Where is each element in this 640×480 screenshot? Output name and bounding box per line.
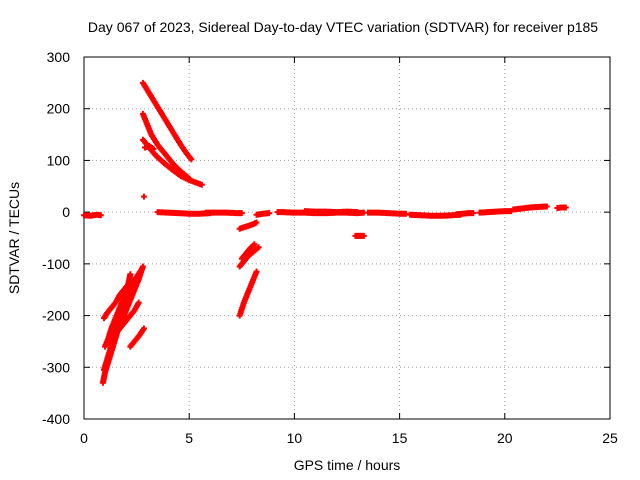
data-point <box>139 263 146 270</box>
data-point <box>470 210 477 217</box>
series-arc-zero-h <box>453 210 477 218</box>
data-point <box>198 181 205 188</box>
data-point <box>150 146 157 153</box>
x-tick-label: 10 <box>287 430 303 446</box>
series-arc-early-0 <box>81 211 104 219</box>
data-point <box>562 204 569 211</box>
series-arc-mid-neg-d <box>236 219 260 232</box>
x-tick-label: 20 <box>497 430 513 446</box>
data-point <box>543 203 550 210</box>
series-arc-zero-c <box>253 210 273 218</box>
x-tick-label: 25 <box>602 430 618 446</box>
grid <box>84 57 610 419</box>
data-point <box>251 241 258 248</box>
data-point <box>140 325 147 332</box>
x-tick-label: 15 <box>392 430 408 446</box>
y-tick-label: 200 <box>47 101 71 117</box>
series-arc-mid-neg-c <box>238 241 258 262</box>
data-point <box>125 281 132 288</box>
series-arc-mid-neg-b <box>236 244 262 270</box>
series-arc-neg-f <box>114 299 142 335</box>
data-point <box>360 232 367 239</box>
series-arc-zero-f <box>365 209 409 217</box>
axis-ticks: 0 5 10 15 20 25 -400 -300 -200 -100 0 100 200 300 <box>42 49 618 446</box>
y-tick-label: 0 <box>62 204 70 220</box>
data-point <box>402 210 409 217</box>
plot-frame <box>83 56 611 420</box>
x-axis-label: GPS time / hours <box>294 457 401 473</box>
series-arc-zero-e <box>301 208 361 216</box>
series-arc-mid-neg-a <box>236 268 260 319</box>
x-tick-label: 5 <box>185 430 193 446</box>
data-point <box>266 210 273 217</box>
series-arc-end <box>554 204 569 212</box>
data-point <box>354 209 361 216</box>
x-tick-label: 0 <box>80 430 88 446</box>
series-arc-zero-g <box>407 211 464 219</box>
data-point <box>97 212 104 219</box>
data-point <box>188 156 195 163</box>
data-points <box>81 79 569 386</box>
series-arc-pos-a <box>139 79 195 163</box>
series-arc-neg-g <box>127 325 147 350</box>
y-tick-label: -100 <box>42 256 70 272</box>
series-arc-neg-d <box>100 281 132 322</box>
data-point <box>253 219 260 226</box>
y-tick-label: -400 <box>42 411 70 427</box>
y-axis-label: SDTVAR / TECUs <box>6 182 22 294</box>
y-tick-label: -200 <box>42 308 70 324</box>
series-point-neg45 <box>352 232 367 239</box>
data-point <box>238 210 245 217</box>
series-arc-pos-d <box>142 142 157 153</box>
data-point <box>253 268 260 275</box>
series-arc-pos-small <box>510 203 550 213</box>
data-point <box>255 244 262 251</box>
series-point-30 <box>140 193 147 200</box>
series-arc-zero-i <box>476 208 515 216</box>
data-point <box>127 271 134 278</box>
y-tick-label: 300 <box>47 49 71 65</box>
data-point <box>135 299 142 306</box>
y-tick-label: -300 <box>42 359 70 375</box>
data-point <box>140 193 147 200</box>
series-arc-zero-b <box>203 209 245 217</box>
y-tick-label: 100 <box>47 152 71 168</box>
chart-title: Day 067 of 2023, Sidereal Day-to-day VTE… <box>88 19 598 35</box>
